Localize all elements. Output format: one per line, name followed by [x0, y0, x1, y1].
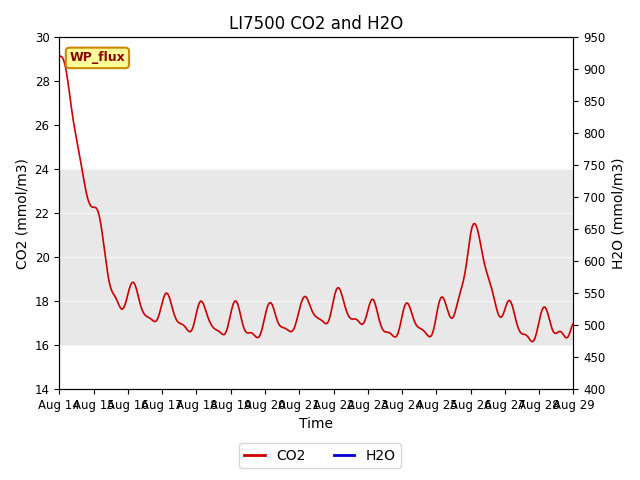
Text: WP_flux: WP_flux — [70, 51, 125, 64]
Title: LI7500 CO2 and H2O: LI7500 CO2 and H2O — [229, 15, 403, 33]
CO2 — [528, 339, 536, 345]
Legend: CO2, H2O: CO2, H2O — [239, 443, 401, 468]
CO2 — [56, 53, 63, 59]
CO2 — [507, 299, 515, 304]
CO2 — [348, 316, 356, 322]
X-axis label: Time: Time — [300, 418, 333, 432]
Y-axis label: CO2 (mmol/m3): CO2 (mmol/m3) — [15, 158, 29, 269]
Line: CO2: CO2 — [60, 56, 573, 342]
CO2 — [377, 322, 385, 327]
CO2 — [570, 320, 577, 326]
CO2 — [70, 119, 77, 125]
CO2 — [365, 302, 373, 308]
CO2 — [151, 319, 159, 324]
Y-axis label: H2O (mmol/m3): H2O (mmol/m3) — [611, 157, 625, 269]
Bar — [60, 169, 573, 345]
